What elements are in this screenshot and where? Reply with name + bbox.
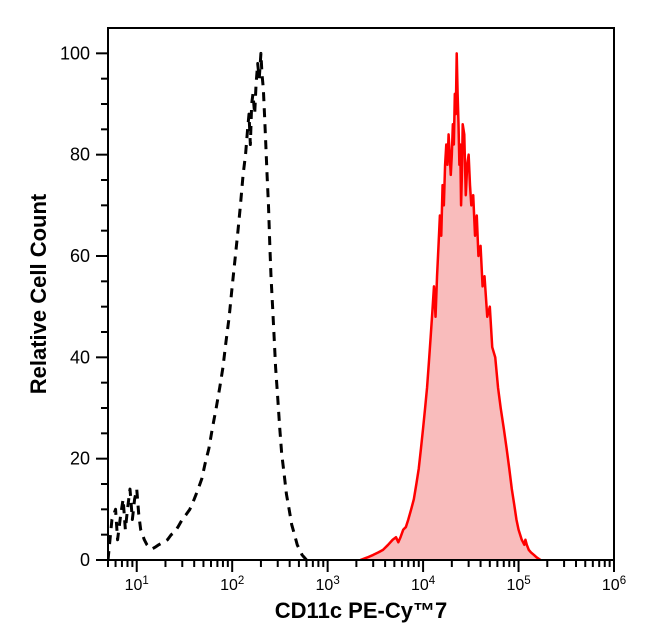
x-axis-label: CD11c PE-Cy™7	[275, 598, 447, 623]
y-tick-label: 20	[70, 449, 90, 469]
y-tick-label: 60	[70, 246, 90, 266]
y-tick-label: 0	[80, 550, 90, 570]
y-tick-label: 80	[70, 145, 90, 165]
y-axis-label: Relative Cell Count	[26, 193, 51, 394]
y-tick-label: 100	[60, 43, 90, 63]
y-tick-label: 40	[70, 347, 90, 367]
